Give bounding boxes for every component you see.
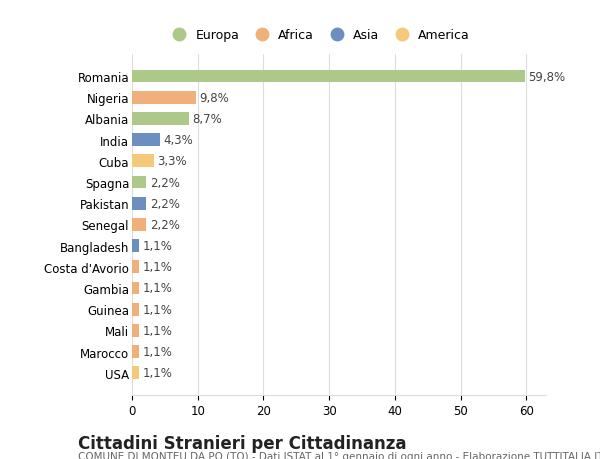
Text: 1,1%: 1,1% (143, 303, 172, 316)
Text: 1,1%: 1,1% (143, 366, 172, 380)
Text: 1,1%: 1,1% (143, 240, 172, 252)
Text: 8,7%: 8,7% (193, 112, 222, 126)
Text: 1,1%: 1,1% (143, 345, 172, 358)
Bar (132, 346, 139, 358)
Bar (132, 134, 160, 147)
Text: 1,1%: 1,1% (143, 261, 172, 274)
Bar (132, 71, 525, 83)
Bar (132, 176, 146, 189)
Text: COMUNE DI MONTEU DA PO (TO) - Dati ISTAT al 1° gennaio di ogni anno - Elaborazio: COMUNE DI MONTEU DA PO (TO) - Dati ISTAT… (78, 451, 600, 459)
Text: 1,1%: 1,1% (143, 324, 172, 337)
Legend: Europa, Africa, Asia, America: Europa, Africa, Asia, America (162, 24, 475, 47)
Text: 1,1%: 1,1% (143, 282, 172, 295)
Text: 59,8%: 59,8% (528, 70, 565, 84)
Text: 9,8%: 9,8% (200, 91, 229, 105)
Bar (132, 218, 146, 231)
Bar (132, 282, 139, 295)
Bar (132, 325, 139, 337)
Bar (132, 92, 196, 104)
Bar (132, 113, 189, 125)
Bar (132, 197, 146, 210)
Text: 3,3%: 3,3% (157, 155, 187, 168)
Text: 2,2%: 2,2% (150, 176, 179, 189)
Text: 2,2%: 2,2% (150, 218, 179, 231)
Text: 2,2%: 2,2% (150, 197, 179, 210)
Bar (132, 155, 154, 168)
Bar (132, 367, 139, 379)
Bar (132, 240, 139, 252)
Bar (132, 303, 139, 316)
Text: Cittadini Stranieri per Cittadinanza: Cittadini Stranieri per Cittadinanza (78, 434, 407, 452)
Text: 4,3%: 4,3% (164, 134, 193, 147)
Bar (132, 261, 139, 274)
